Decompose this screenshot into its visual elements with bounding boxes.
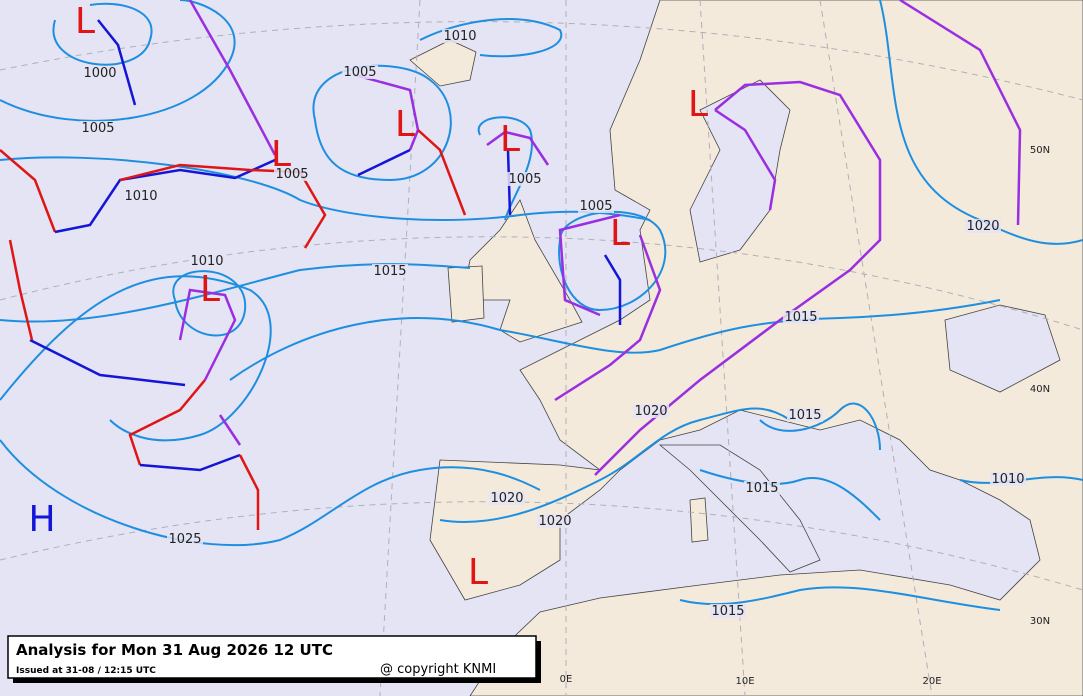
isobar-label-bg — [82, 66, 118, 80]
isobar-label: 1005 — [579, 199, 612, 214]
grid-label: 20E — [922, 676, 941, 687]
isobar-label: 1015 — [373, 264, 406, 279]
isobar-label: 1020 — [966, 219, 999, 234]
map-title: Analysis for Mon 31 Aug 2026 12 UTC — [16, 641, 333, 659]
isobar-label: 1005 — [275, 167, 308, 182]
pressure-center: L — [610, 213, 630, 254]
isobar-label: 1010 — [443, 29, 476, 44]
isobar-label: 1005 — [343, 65, 376, 80]
isobar-label: 1015 — [711, 604, 744, 619]
isobar-label-bg — [537, 514, 573, 528]
isobar-label: 1020 — [538, 514, 571, 529]
grid-label: 0E — [560, 674, 573, 685]
isobar-label-bg — [123, 189, 159, 203]
fronts — [0, 0, 1022, 530]
isobar-label-bg — [274, 167, 310, 181]
isobar-label: 1005 — [81, 121, 114, 136]
pressure-center: L — [500, 119, 520, 160]
labels: 1010 1000 1005 1005 1005 1010 1005 1005 1015 1010… — [28, 1, 1050, 687]
pressure-center: L — [75, 1, 95, 42]
isobar-label: 1025 — [168, 532, 201, 547]
isobar-label-bg — [710, 604, 746, 618]
isobars — [0, 0, 1083, 611]
pressure-center: L — [688, 84, 708, 125]
isobar-label-bg — [80, 121, 116, 135]
grid-label: 50N — [1030, 145, 1050, 156]
isobar-label-bg — [990, 472, 1026, 486]
pressure-center: L — [468, 552, 488, 593]
isobar-label-bg — [507, 172, 543, 186]
isobar-label: 1010 — [124, 189, 157, 204]
pressure-center: L — [271, 134, 291, 175]
isobar-label-bg — [633, 404, 669, 418]
isobar-label-bg — [787, 408, 823, 422]
isobar-label-bg — [342, 65, 378, 79]
grid-label: 30N — [1030, 616, 1050, 627]
grid-label: 10E — [735, 676, 754, 687]
isobar-label-bg — [489, 491, 525, 505]
isobar-label: 1015 — [788, 408, 821, 423]
pressure-center: H — [28, 499, 55, 540]
isobar-label-bg — [965, 219, 1001, 233]
isobar-label: 1015 — [784, 310, 817, 325]
isobar-label-bg — [744, 481, 780, 495]
isobar-label: 1010 — [991, 472, 1024, 487]
title-box: Analysis for Mon 31 Aug 2026 12 UTC Issu… — [7, 635, 541, 683]
isobar-label-bg — [189, 254, 225, 268]
pressure-center: L — [200, 269, 220, 310]
isobar-label-bg — [783, 310, 819, 324]
isobar-label: 1015 — [745, 481, 778, 496]
isobar-label: 1020 — [634, 404, 667, 419]
land — [409, 0, 1083, 696]
grid-label: 40N — [1030, 384, 1050, 395]
issued: Issued at 31-08 / 12:15 UTC — [16, 666, 156, 676]
isobar-label-bg — [442, 29, 478, 43]
isobar-label: 1000 — [83, 66, 116, 81]
isobar-label-bg — [372, 264, 408, 278]
isobar-label: 1010 — [190, 254, 223, 269]
isobar-label-bg — [578, 199, 614, 213]
isobar-label: 1005 — [508, 172, 541, 187]
copyright: @ copyright KNMI — [380, 662, 496, 677]
isobar-label: 1020 — [490, 491, 523, 506]
isobar-label-bg — [167, 532, 203, 546]
pressure-center: L — [395, 104, 415, 145]
